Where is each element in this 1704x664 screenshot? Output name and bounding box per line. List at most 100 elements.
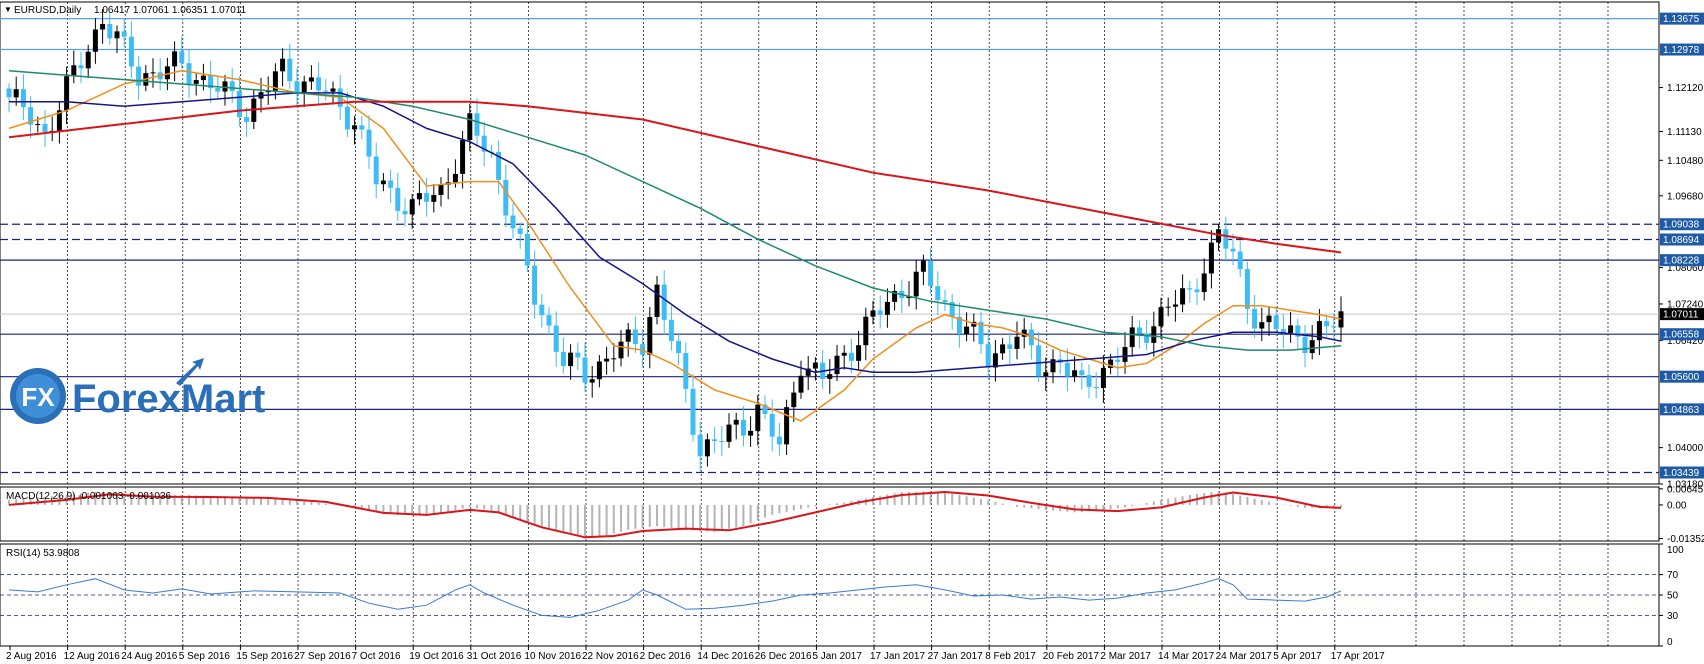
candle-body xyxy=(359,125,365,130)
candle-body xyxy=(1244,269,1250,309)
time-axis-label: 2 Dec 2016 xyxy=(640,651,692,662)
candle-body xyxy=(1036,345,1042,377)
candle-body xyxy=(539,304,545,316)
level-price-label: 1.09038 xyxy=(1663,220,1700,231)
time-axis-label: 27 Sep 2016 xyxy=(294,651,351,662)
price-axis-label: 1.10480 xyxy=(1667,156,1704,167)
candle-body xyxy=(978,321,984,345)
candle-body xyxy=(272,71,278,91)
candle-body xyxy=(791,392,797,408)
candle-body xyxy=(928,260,934,287)
candle-body xyxy=(920,260,926,272)
candle-body xyxy=(1288,325,1294,333)
rsi-indicator xyxy=(0,574,1659,618)
candle-body xyxy=(906,296,912,299)
price-axis: 1.12120 1.11130 1.10480 1.09680 1.08060 1.072… xyxy=(1659,12,1704,648)
candle-body xyxy=(690,388,696,435)
candle-body xyxy=(647,316,653,355)
candle-body xyxy=(863,316,869,346)
candle-body xyxy=(935,286,941,301)
candle-body xyxy=(1208,242,1214,274)
candle-body xyxy=(1338,311,1344,328)
candle-body xyxy=(244,117,250,122)
candle-body xyxy=(100,23,106,30)
candle-body xyxy=(287,58,293,82)
candle-body xyxy=(1093,386,1099,389)
level-price-label: 1.12978 xyxy=(1663,45,1700,56)
candle-body xyxy=(467,113,473,141)
candle-body xyxy=(553,325,559,352)
menu-arrow-icon[interactable]: ▼ xyxy=(4,5,12,14)
candle-body xyxy=(942,300,948,302)
candle-body xyxy=(200,75,206,81)
candle-body xyxy=(431,194,437,202)
level-price-tag xyxy=(1660,43,1704,56)
candle-body xyxy=(964,326,970,334)
macd-signal-line xyxy=(8,490,1342,539)
time-axis-label: 8 Feb 2017 xyxy=(985,651,1036,662)
level-price-tag xyxy=(1660,254,1704,267)
candle-body xyxy=(1108,359,1114,368)
level-price-label: 1.03439 xyxy=(1663,468,1700,479)
level-price-label: 1.05600 xyxy=(1663,372,1700,383)
candle-body xyxy=(510,215,516,229)
rsi-axis-label: 0 xyxy=(1667,637,1673,648)
time-axis: 2 Aug 2016 12 Aug 2016 24 Aug 2016 5 Sep 20… xyxy=(6,646,1385,662)
candle-body xyxy=(1216,229,1222,243)
candle-body xyxy=(1165,306,1171,308)
candle-body xyxy=(1050,359,1056,373)
candle-body xyxy=(848,352,854,361)
candle-body xyxy=(913,271,919,297)
candle-body xyxy=(668,319,674,341)
candle-body xyxy=(748,430,754,436)
time-axis-label: 27 Jan 2017 xyxy=(928,651,983,662)
candle-body xyxy=(524,233,530,266)
candle-body xyxy=(676,340,682,354)
macd-panel[interactable] xyxy=(0,486,1660,542)
candle-body xyxy=(884,301,890,315)
candle-body xyxy=(1172,304,1178,307)
candle-body xyxy=(121,31,127,37)
candle-body xyxy=(877,310,883,315)
candle-body xyxy=(424,193,430,202)
candle-body xyxy=(1187,288,1193,290)
candle-body xyxy=(409,199,415,215)
level-price-tag xyxy=(1660,328,1704,341)
rsi-axis-label: 70 xyxy=(1667,570,1679,581)
time-axis-label: 2 Mar 2017 xyxy=(1100,651,1151,662)
macd-axis-label: 0.00 xyxy=(1667,500,1687,511)
logo-mark: FX xyxy=(21,382,55,412)
candle-body xyxy=(697,434,703,457)
candle-body xyxy=(726,424,732,442)
candle-body xyxy=(769,413,775,437)
candle-body xyxy=(1230,248,1236,252)
time-axis-label: 14 Dec 2016 xyxy=(697,651,754,662)
macd-indicator xyxy=(8,490,1342,539)
candle-body xyxy=(661,284,667,320)
level-price-tag xyxy=(1660,233,1704,246)
candle-body xyxy=(985,344,991,368)
candle-body xyxy=(330,88,336,92)
candle-body xyxy=(784,407,790,445)
candle-body xyxy=(1043,372,1049,377)
candle-body xyxy=(1086,375,1092,387)
price-axis-label: 1.09680 xyxy=(1667,191,1704,202)
candle-body xyxy=(1115,359,1121,362)
candle-body xyxy=(1014,336,1020,349)
time-axis-label: 5 Jan 2017 xyxy=(812,651,862,662)
candle-body xyxy=(402,210,408,215)
time-axis-label: 31 Oct 2016 xyxy=(467,651,522,662)
macd-axis-label: -0.01352 xyxy=(1667,534,1704,545)
price-axis-label: 1.11130 xyxy=(1667,127,1702,138)
candle-body xyxy=(892,290,898,302)
candle-body xyxy=(236,91,242,118)
level-price-label: 1.08228 xyxy=(1663,256,1700,267)
time-axis-label: 2 Aug 2016 xyxy=(6,651,57,662)
candle-body xyxy=(604,358,610,362)
candle-body xyxy=(834,355,840,375)
level-price-label: 1.13675 xyxy=(1663,14,1700,25)
candle-body xyxy=(856,345,862,361)
level-price-tag xyxy=(1660,12,1704,25)
candle-body xyxy=(625,329,631,342)
